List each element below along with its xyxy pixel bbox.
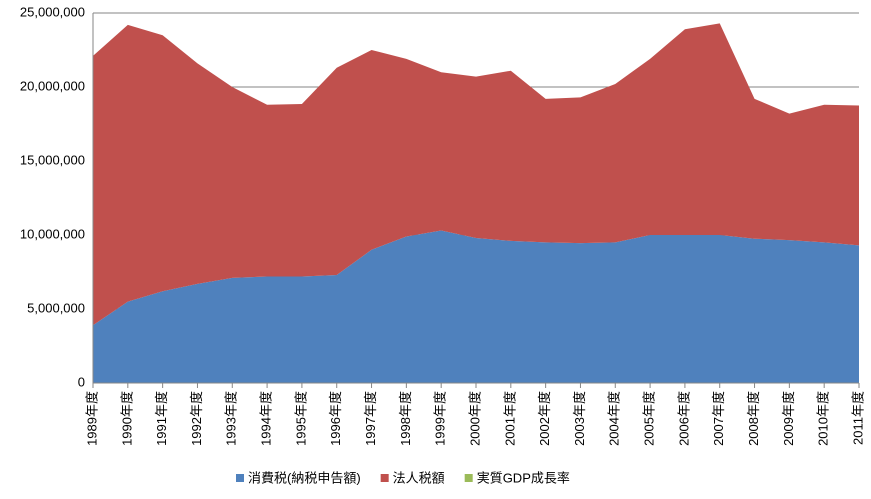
x-tick-label: 2000年度 bbox=[467, 391, 482, 446]
x-tick-label: 2007年度 bbox=[711, 391, 726, 446]
x-tick-label: 2006年度 bbox=[676, 391, 691, 446]
legend-swatch bbox=[236, 474, 244, 482]
x-tick-label: 2010年度 bbox=[816, 391, 831, 446]
x-tick-label: 1989年度 bbox=[84, 391, 99, 446]
y-tick-label: 0 bbox=[78, 374, 85, 389]
x-tick-label: 2002年度 bbox=[537, 391, 552, 446]
x-tick-label: 2009年度 bbox=[781, 391, 796, 446]
x-tick-label: 1992年度 bbox=[189, 391, 204, 446]
x-tick-label: 1991年度 bbox=[154, 391, 169, 446]
x-tick-label: 1995年度 bbox=[293, 391, 308, 446]
legend-label: 法人税額 bbox=[393, 470, 445, 485]
legend-swatch bbox=[380, 474, 389, 482]
x-tick-label: 1997年度 bbox=[363, 391, 378, 446]
legend-label: 消費税(納税申告額) bbox=[248, 470, 361, 485]
x-tick-label: 2005年度 bbox=[642, 391, 657, 446]
x-tick-label: 2004年度 bbox=[607, 391, 622, 446]
x-tick-label: 1996年度 bbox=[328, 391, 343, 446]
x-tick-label: 1993年度 bbox=[224, 391, 239, 446]
y-tick-label: 15,000,000 bbox=[20, 152, 85, 167]
y-tick-label: 10,000,000 bbox=[20, 226, 85, 241]
y-tick-label: 25,000,000 bbox=[20, 4, 85, 19]
area bbox=[93, 230, 859, 383]
x-tick-label: 1994年度 bbox=[259, 391, 274, 446]
x-tick-label: 1990年度 bbox=[119, 391, 134, 446]
y-tick-label: 20,000,000 bbox=[20, 78, 85, 93]
legend-swatch bbox=[464, 474, 473, 482]
area bbox=[93, 23, 859, 326]
x-tick-label: 1999年度 bbox=[433, 391, 448, 446]
x-tick-label: 2001年度 bbox=[502, 391, 517, 446]
x-tick-label: 2003年度 bbox=[572, 391, 587, 446]
x-tick-label: 2011年度 bbox=[850, 391, 865, 445]
y-tick-label: 5,000,000 bbox=[27, 300, 85, 315]
x-tick-label: 1998年度 bbox=[398, 391, 413, 446]
legend-label: 実質GDP成長率 bbox=[477, 470, 570, 485]
x-tick-label: 2008年度 bbox=[746, 391, 761, 446]
